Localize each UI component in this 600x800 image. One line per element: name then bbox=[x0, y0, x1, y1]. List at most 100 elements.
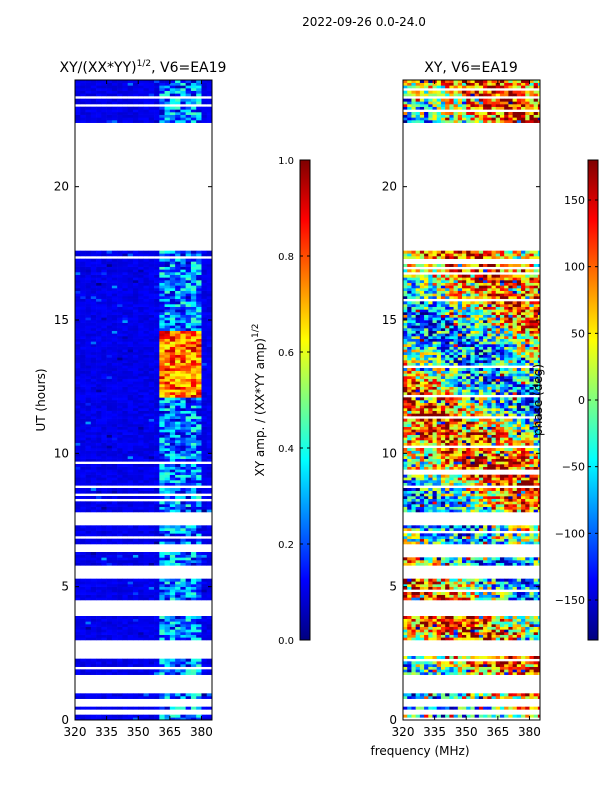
heatmap-cell bbox=[122, 464, 128, 467]
heatmap-cell bbox=[499, 661, 505, 665]
heatmap-cell bbox=[169, 693, 176, 697]
heatmap-cell bbox=[85, 458, 92, 462]
heatmap-cell bbox=[159, 538, 165, 542]
heatmap-cell bbox=[132, 538, 139, 542]
heatmap-cell bbox=[201, 661, 208, 665]
heatmap-cell bbox=[185, 530, 192, 534]
heatmap-cell bbox=[154, 541, 160, 545]
heatmap-cell bbox=[148, 405, 155, 409]
heatmap-cell bbox=[516, 637, 522, 641]
heatmap-cell bbox=[512, 666, 518, 670]
heatmap-cell bbox=[75, 389, 81, 393]
heatmap-cell bbox=[85, 378, 92, 382]
heatmap-cell bbox=[101, 624, 107, 627]
heatmap-cell bbox=[424, 594, 429, 598]
heatmap-cell bbox=[122, 384, 128, 387]
heatmap-cell bbox=[196, 554, 202, 558]
heatmap-cell bbox=[122, 693, 128, 697]
heatmap-cell bbox=[127, 298, 134, 302]
heatmap-cell bbox=[132, 480, 139, 483]
heatmap-cell bbox=[132, 373, 139, 377]
heatmap-cell bbox=[529, 672, 534, 675]
heatmap-cell bbox=[196, 285, 202, 289]
heatmap-cell bbox=[111, 424, 118, 427]
heatmap-cell bbox=[403, 533, 408, 537]
heatmap-cell bbox=[453, 528, 459, 531]
heatmap-cell bbox=[180, 466, 186, 470]
heatmap-cell bbox=[206, 456, 212, 459]
heatmap-cell bbox=[132, 290, 139, 294]
heatmap-cell bbox=[206, 658, 212, 662]
heatmap-cell bbox=[175, 344, 181, 347]
heatmap-cell bbox=[127, 360, 134, 363]
heatmap-cell bbox=[206, 365, 212, 369]
heatmap-cell bbox=[407, 624, 412, 627]
heatmap-cell bbox=[508, 541, 513, 545]
heatmap-cell bbox=[75, 581, 81, 585]
heatmap-cell bbox=[440, 594, 446, 598]
heatmap-cell bbox=[106, 541, 113, 545]
heatmap-cell bbox=[201, 426, 208, 430]
heatmap-cell bbox=[185, 504, 192, 507]
heatmap-cell bbox=[132, 352, 139, 355]
heatmap-cell bbox=[424, 557, 429, 561]
heatmap-cell bbox=[154, 474, 160, 478]
heatmap-cell bbox=[96, 578, 102, 582]
heatmap-cell bbox=[101, 445, 107, 449]
heatmap-cell bbox=[117, 336, 123, 339]
heatmap-cell bbox=[432, 578, 438, 582]
heatmap-cell bbox=[206, 346, 212, 350]
heatmap-cell bbox=[499, 669, 505, 673]
heatmap-cell bbox=[127, 320, 134, 323]
heatmap-cell bbox=[90, 392, 97, 395]
heatmap-cell bbox=[175, 250, 181, 254]
heatmap-cell bbox=[169, 304, 176, 307]
heatmap-cell bbox=[169, 477, 176, 481]
heatmap-cell bbox=[122, 426, 128, 430]
heatmap-cell bbox=[80, 357, 86, 361]
heatmap-cell bbox=[148, 354, 155, 358]
heatmap-cell bbox=[132, 445, 139, 449]
heatmap-cell bbox=[143, 557, 150, 561]
heatmap-cell bbox=[101, 408, 107, 411]
heatmap-cell bbox=[180, 477, 186, 481]
heatmap-cell bbox=[470, 536, 475, 539]
heatmap-cell bbox=[101, 370, 107, 374]
heatmap-cell bbox=[206, 472, 212, 475]
heatmap-cell bbox=[164, 309, 171, 313]
heatmap-cell bbox=[148, 530, 155, 534]
heatmap-cell bbox=[117, 261, 123, 265]
heatmap-cell bbox=[175, 317, 181, 321]
heatmap-cell bbox=[190, 250, 197, 254]
heatmap-cell bbox=[201, 325, 208, 329]
heatmap-cell bbox=[190, 453, 197, 457]
heatmap-cell bbox=[432, 637, 438, 641]
heatmap-cell bbox=[154, 397, 160, 401]
heatmap-cell bbox=[96, 693, 102, 697]
heatmap-cell bbox=[169, 586, 176, 590]
heatmap-cell bbox=[122, 696, 128, 699]
heatmap-cell bbox=[75, 458, 81, 462]
heatmap-cell bbox=[138, 418, 144, 422]
heatmap-cell bbox=[127, 264, 134, 267]
heatmap-cell bbox=[185, 309, 192, 313]
heatmap-cell bbox=[90, 322, 97, 326]
heatmap-cell bbox=[164, 117, 171, 121]
heatmap-cell bbox=[143, 453, 150, 457]
heatmap-cell bbox=[122, 501, 128, 505]
heatmap-cell bbox=[175, 312, 181, 315]
heatmap-cell bbox=[453, 584, 459, 587]
heatmap-cell bbox=[407, 578, 412, 582]
heatmap-cell bbox=[175, 562, 181, 566]
heatmap-cell bbox=[90, 346, 97, 350]
heatmap-cell bbox=[90, 373, 97, 377]
heatmap-cell bbox=[96, 120, 102, 123]
heatmap-cell bbox=[453, 693, 459, 697]
heatmap-cell bbox=[512, 578, 518, 582]
heatmap-cell bbox=[190, 365, 197, 369]
heatmap-cell bbox=[436, 562, 442, 566]
heatmap-cell bbox=[90, 442, 97, 446]
heatmap-cell bbox=[428, 592, 433, 595]
heatmap-cell bbox=[164, 397, 171, 401]
heatmap-cell bbox=[122, 554, 128, 558]
